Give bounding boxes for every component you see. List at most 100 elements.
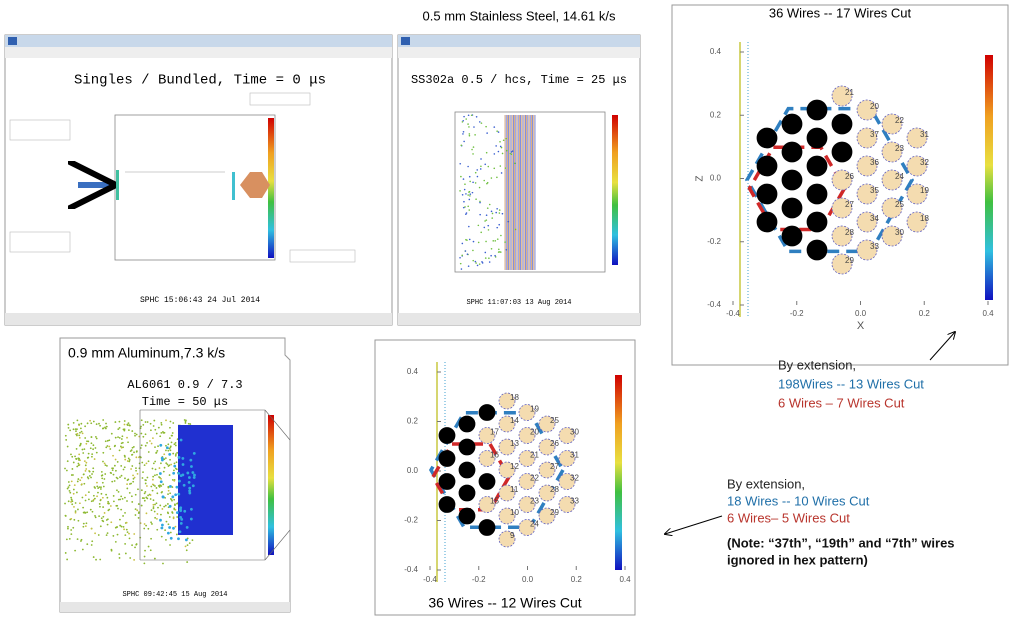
particle bbox=[92, 444, 94, 446]
particle bbox=[190, 465, 193, 468]
particle bbox=[84, 512, 86, 514]
particle bbox=[126, 437, 128, 439]
particle bbox=[167, 450, 169, 452]
particle bbox=[73, 493, 75, 495]
particle bbox=[191, 471, 194, 474]
particle bbox=[152, 490, 154, 492]
particle bbox=[178, 480, 181, 483]
particle bbox=[142, 471, 144, 473]
particle bbox=[133, 478, 135, 480]
particle bbox=[155, 468, 157, 470]
particle bbox=[99, 503, 101, 505]
particle bbox=[499, 141, 501, 143]
particle bbox=[73, 428, 75, 430]
wire bbox=[782, 142, 802, 162]
particle bbox=[122, 515, 124, 517]
wire-label: 20 bbox=[870, 102, 879, 111]
particle bbox=[160, 422, 162, 424]
particle bbox=[66, 470, 68, 472]
particle bbox=[76, 435, 78, 437]
particle bbox=[99, 486, 101, 488]
particle bbox=[96, 452, 98, 454]
particle bbox=[131, 454, 133, 456]
wire-label: 37 bbox=[870, 130, 879, 139]
particle bbox=[110, 505, 112, 507]
particle bbox=[91, 540, 93, 542]
particle bbox=[107, 524, 109, 526]
particle bbox=[83, 523, 85, 525]
wire-label: 36 bbox=[870, 158, 879, 167]
particle bbox=[496, 208, 498, 210]
particle bbox=[494, 153, 496, 155]
particle bbox=[161, 491, 163, 493]
particle bbox=[79, 432, 81, 434]
particle bbox=[107, 501, 109, 503]
target-block bbox=[178, 425, 233, 535]
wire-label: 20 bbox=[530, 428, 539, 437]
wire bbox=[459, 439, 475, 455]
x-tick-label: 0.4 bbox=[982, 309, 994, 318]
particle bbox=[154, 558, 156, 560]
particle bbox=[79, 437, 81, 439]
caption: 0.9 mm Aluminum,7.3 k/s bbox=[68, 345, 225, 361]
particle bbox=[96, 482, 98, 484]
particle bbox=[163, 506, 165, 508]
particle bbox=[157, 507, 159, 509]
particle bbox=[90, 447, 92, 449]
particle bbox=[159, 467, 161, 469]
particle bbox=[496, 177, 498, 179]
particle bbox=[135, 514, 137, 516]
particle bbox=[473, 126, 475, 128]
particle bbox=[169, 427, 171, 429]
particle bbox=[498, 224, 500, 226]
particle bbox=[173, 517, 175, 519]
particle bbox=[489, 204, 491, 206]
y-tick-label: 0.4 bbox=[407, 367, 419, 376]
particle bbox=[163, 471, 165, 473]
particle bbox=[128, 422, 130, 424]
wire-label: 22 bbox=[895, 116, 904, 125]
wire-label: 12 bbox=[510, 462, 519, 471]
particle bbox=[156, 492, 158, 494]
particle bbox=[168, 526, 171, 529]
particle bbox=[70, 529, 72, 531]
x-tick-label: 0.4 bbox=[619, 575, 631, 584]
particle bbox=[154, 461, 156, 463]
particle bbox=[463, 141, 465, 143]
particle bbox=[67, 446, 69, 448]
particle bbox=[184, 419, 186, 421]
particle bbox=[491, 217, 493, 219]
particle bbox=[91, 528, 93, 530]
particle bbox=[161, 527, 164, 530]
particle bbox=[176, 503, 178, 505]
particle bbox=[141, 462, 143, 464]
particle bbox=[145, 483, 147, 485]
particle bbox=[135, 456, 137, 458]
particle bbox=[92, 467, 94, 469]
particle bbox=[94, 458, 96, 460]
particle bbox=[153, 420, 155, 422]
particle bbox=[121, 447, 123, 449]
particle bbox=[150, 498, 152, 500]
particle bbox=[76, 466, 78, 468]
particle bbox=[116, 526, 118, 528]
particle bbox=[502, 153, 504, 155]
wire-label: 17 bbox=[490, 428, 499, 437]
particle bbox=[145, 421, 147, 423]
particle bbox=[95, 516, 97, 518]
particle bbox=[67, 424, 69, 426]
particle bbox=[464, 189, 466, 191]
wire bbox=[479, 520, 495, 536]
particle bbox=[83, 448, 85, 450]
wire-label: 16 bbox=[490, 451, 499, 460]
wire bbox=[757, 184, 777, 204]
particle bbox=[68, 500, 70, 502]
particle bbox=[101, 475, 103, 477]
particle bbox=[165, 445, 167, 447]
particle bbox=[144, 500, 146, 502]
particle bbox=[180, 439, 183, 442]
particle bbox=[165, 505, 167, 507]
particle bbox=[74, 550, 76, 552]
particle bbox=[193, 452, 196, 455]
particle bbox=[108, 509, 110, 511]
